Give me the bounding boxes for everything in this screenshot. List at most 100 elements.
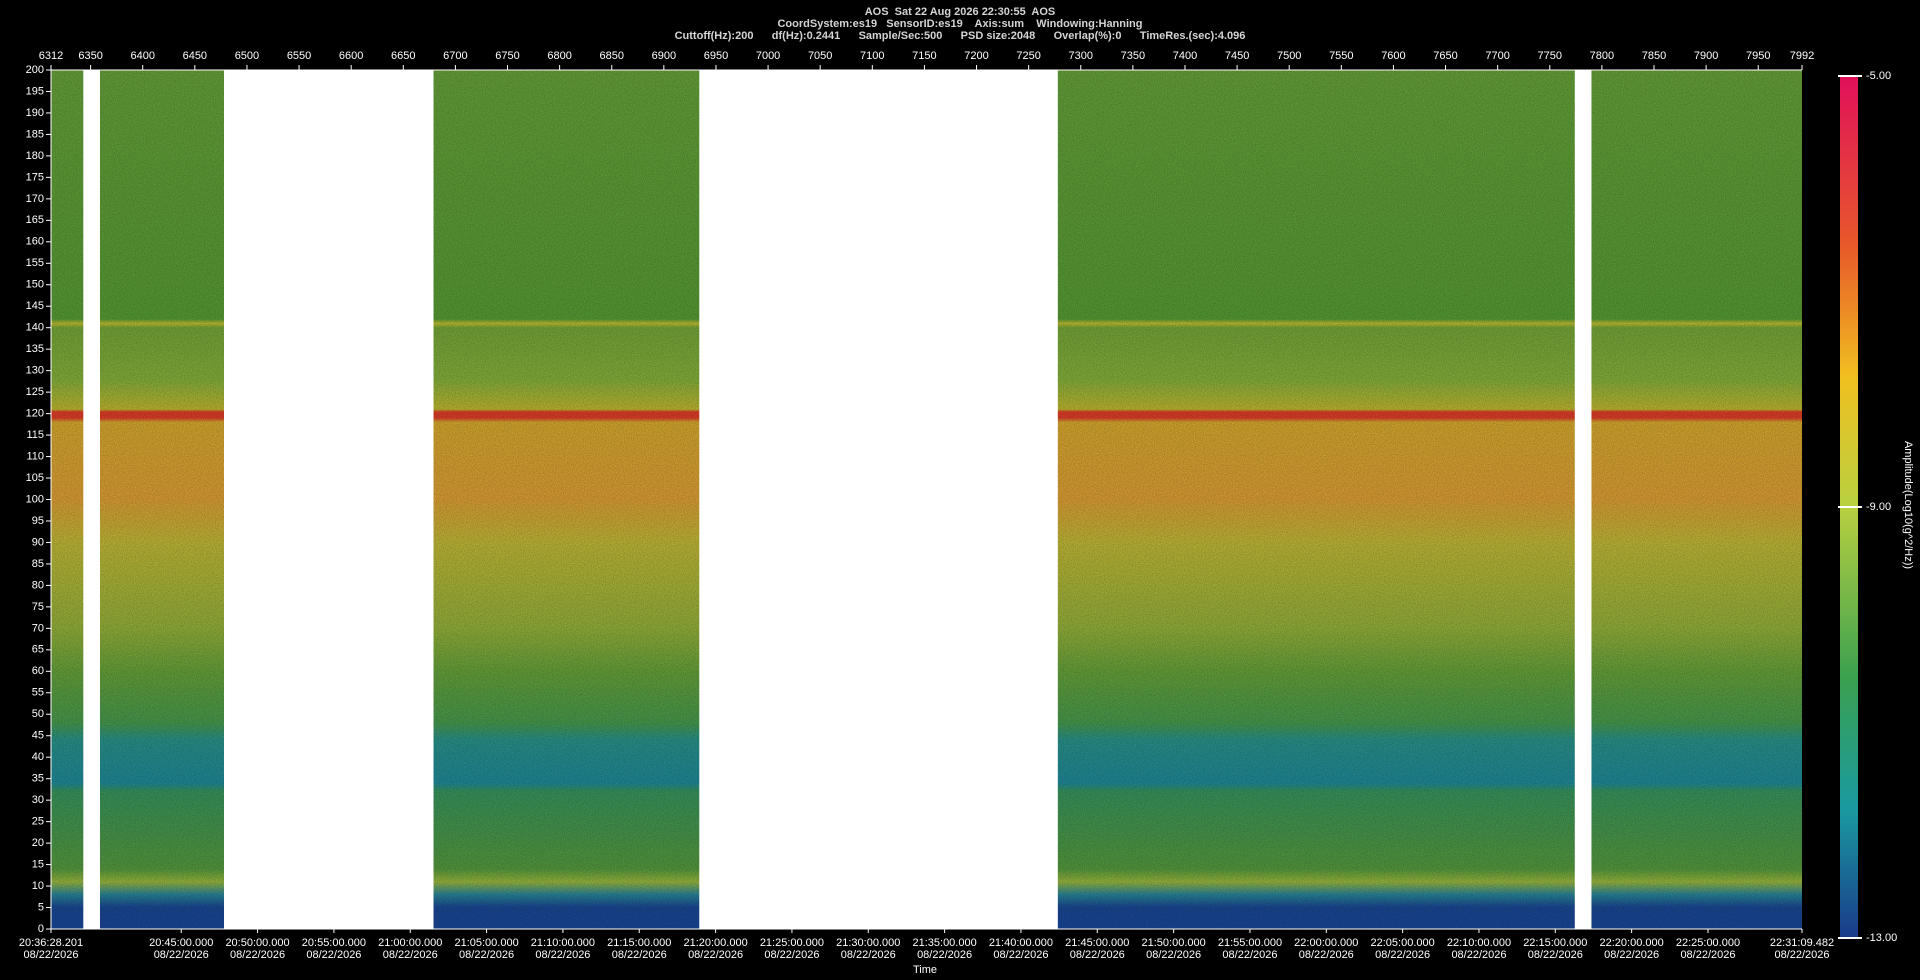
y-tick-label: 15 — [32, 858, 44, 870]
colorbar-tick-label: -5.00 — [1866, 70, 1891, 82]
y-tick-label: 75 — [32, 601, 44, 613]
time-tick-label: 21:00:00.000 — [378, 937, 442, 949]
y-tick-label: 155 — [26, 257, 44, 269]
y-tick-label: 125 — [26, 386, 44, 398]
y-tick-label: 145 — [26, 300, 44, 312]
y-tick-label: 180 — [26, 150, 44, 162]
y-tick-label: 0 — [38, 923, 44, 935]
colorbar-tick-label: -13.00 — [1866, 932, 1897, 944]
time-tick-label: 21:15:00.000 — [607, 937, 671, 949]
x-tick-label: 7250 — [1016, 50, 1040, 62]
x-tick-label: 6450 — [183, 50, 207, 62]
date-tick-label: 08/22/2026 — [1774, 949, 1829, 961]
x-tick-label: 7550 — [1329, 50, 1353, 62]
x-tick-label: 7500 — [1277, 50, 1301, 62]
date-tick-label: 08/22/2026 — [1528, 949, 1583, 961]
time-tick-label: 21:30:00.000 — [836, 937, 900, 949]
data-gap — [1574, 70, 1592, 929]
time-tick-label: 20:55:00.000 — [302, 937, 366, 949]
y-tick-label: 5 — [38, 901, 44, 913]
date-tick-label: 08/22/2026 — [841, 949, 896, 961]
x-tick-label: 6700 — [443, 50, 467, 62]
date-tick-label: 08/22/2026 — [23, 949, 78, 961]
time-tick-label: 21:50:00.000 — [1142, 937, 1206, 949]
date-tick-label: 08/22/2026 — [917, 949, 972, 961]
x-tick-label: 7000 — [756, 50, 780, 62]
time-tick-label: 22:10:00.000 — [1447, 937, 1511, 949]
x-tick-label: 6400 — [130, 50, 154, 62]
x-tick-label: 6950 — [704, 50, 728, 62]
date-tick-label: 08/22/2026 — [1146, 949, 1201, 961]
x-tick-label: 7950 — [1746, 50, 1770, 62]
y-tick-label: 10 — [32, 880, 44, 892]
y-tick-label: 60 — [32, 665, 44, 677]
title-line: Cuttoff(Hz):200 df(Hz):0.2441 Sample/Sec… — [675, 30, 1246, 42]
y-tick-label: 185 — [26, 128, 44, 140]
y-tick-label: 115 — [26, 429, 44, 441]
time-tick-label: 21:55:00.000 — [1218, 937, 1282, 949]
y-tick-label: 70 — [32, 622, 44, 634]
y-tick-label: 150 — [26, 279, 44, 291]
date-tick-label: 08/22/2026 — [154, 949, 209, 961]
x-tick-label: 6312 — [39, 50, 63, 62]
data-gap — [699, 70, 1058, 929]
y-tick-label: 200 — [26, 64, 44, 76]
data-gap — [224, 70, 434, 929]
date-tick-label: 08/22/2026 — [688, 949, 743, 961]
y-tick-label: 20 — [32, 837, 44, 849]
time-tick-label: 20:45:00.000 — [149, 937, 213, 949]
y-tick-label: 175 — [26, 171, 44, 183]
y-tick-label: 80 — [32, 579, 44, 591]
y-tick-label: 165 — [26, 214, 44, 226]
date-tick-label: 08/22/2026 — [1680, 949, 1735, 961]
date-tick-label: 08/22/2026 — [1604, 949, 1659, 961]
time-tick-label: 21:35:00.000 — [912, 937, 976, 949]
time-tick-label: 20:50:00.000 — [225, 937, 289, 949]
x-tick-label: 7400 — [1173, 50, 1197, 62]
time-tick-label: 21:05:00.000 — [454, 937, 518, 949]
date-tick-label: 08/22/2026 — [1299, 949, 1354, 961]
x-tick-label: 6750 — [495, 50, 519, 62]
date-tick-label: 08/22/2026 — [612, 949, 667, 961]
x-tick-label: 6550 — [287, 50, 311, 62]
date-tick-label: 08/22/2026 — [993, 949, 1048, 961]
x-tick-label: 7350 — [1121, 50, 1145, 62]
date-tick-label: 08/22/2026 — [1375, 949, 1430, 961]
x-tick-label: 7800 — [1590, 50, 1614, 62]
date-tick-label: 08/22/2026 — [535, 949, 590, 961]
data-gap — [83, 70, 100, 929]
time-tick-label: 21:45:00.000 — [1065, 937, 1129, 949]
time-tick-label: 22:00:00.000 — [1294, 937, 1358, 949]
x-tick-label: 7450 — [1225, 50, 1249, 62]
x-tick-label: 6800 — [547, 50, 571, 62]
y-tick-label: 100 — [26, 493, 44, 505]
colorbar-tick-label: -9.00 — [1866, 501, 1891, 513]
time-tick-label: 22:15:00.000 — [1523, 937, 1587, 949]
time-tick-label: 22:25:00.000 — [1676, 937, 1740, 949]
x-tick-label: 7300 — [1069, 50, 1093, 62]
x-tick-label: 7900 — [1694, 50, 1718, 62]
x-tick-label: 7750 — [1538, 50, 1562, 62]
x-tick-label: 6900 — [652, 50, 676, 62]
date-tick-label: 08/22/2026 — [230, 949, 285, 961]
y-tick-label: 90 — [32, 536, 44, 548]
y-tick-label: 190 — [26, 107, 44, 119]
y-tick-label: 25 — [32, 816, 44, 828]
y-tick-label: 140 — [26, 322, 44, 334]
y-tick-label: 65 — [32, 644, 44, 656]
time-tick-label: 21:40:00.000 — [989, 937, 1053, 949]
y-tick-label: 130 — [26, 365, 44, 377]
y-tick-label: 135 — [26, 343, 44, 355]
time-tick-label: 22:20:00.000 — [1600, 937, 1664, 949]
date-tick-label: 08/22/2026 — [459, 949, 514, 961]
x-tick-label: 7650 — [1433, 50, 1457, 62]
y-tick-label: 170 — [26, 193, 44, 205]
title-line: AOS Sat 22 Aug 2026 22:30:55 AOS — [865, 6, 1056, 18]
x-tick-label: 7050 — [808, 50, 832, 62]
time-tick-label: 22:31:09.482 — [1770, 937, 1834, 949]
y-tick-label: 45 — [32, 730, 44, 742]
date-tick-label: 08/22/2026 — [306, 949, 361, 961]
x-tick-label: 7700 — [1485, 50, 1509, 62]
y-tick-label: 105 — [26, 472, 44, 484]
